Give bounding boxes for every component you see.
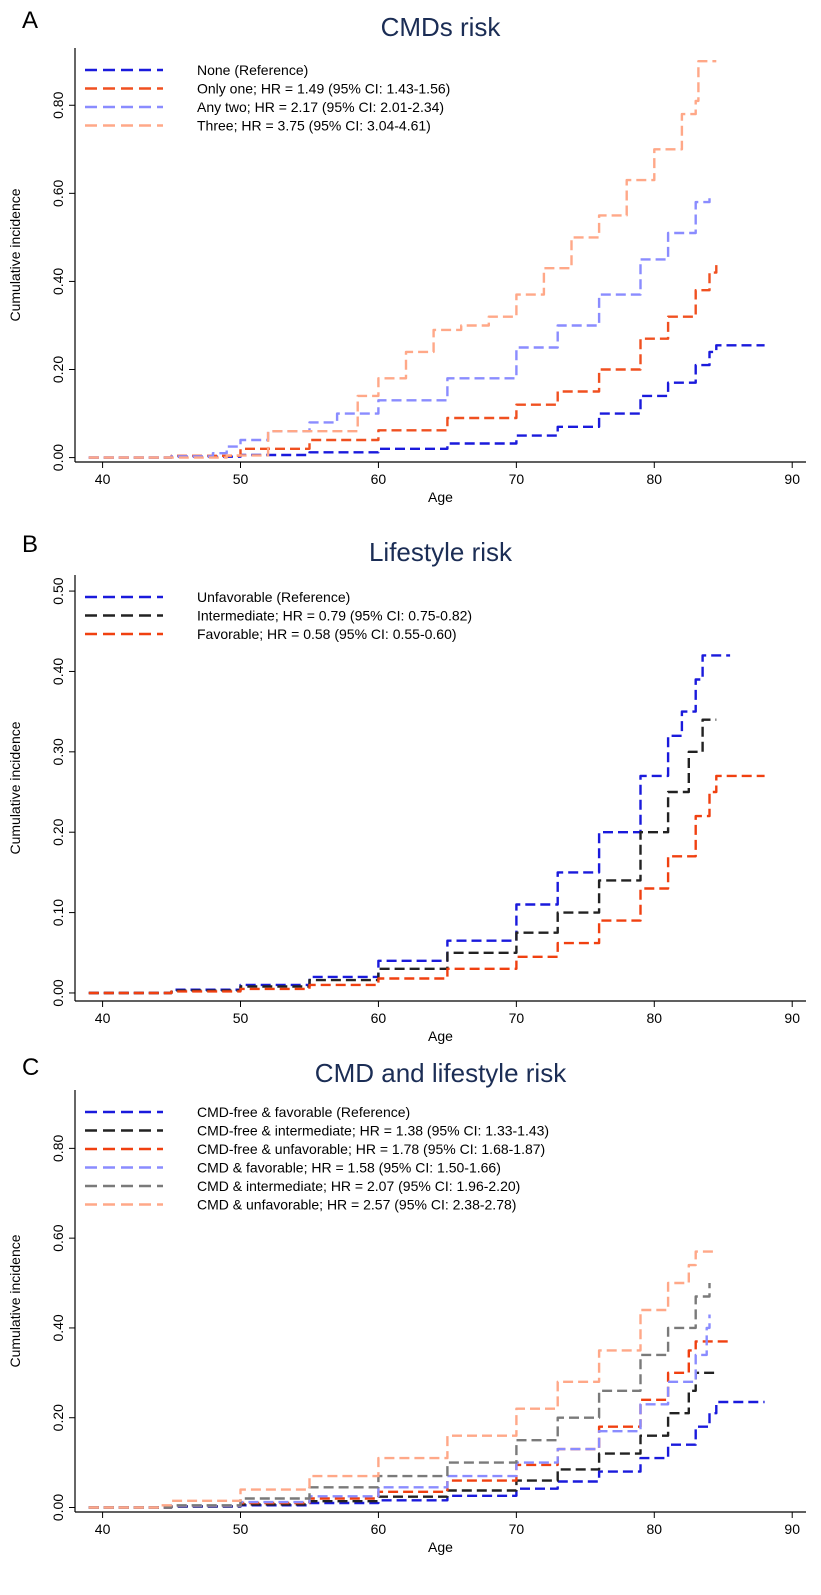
y-tick-label: 0.30: [50, 738, 66, 765]
series-line-4: [88, 60, 717, 459]
x-tick-label: 90: [784, 1010, 800, 1026]
series-line-3: [88, 1340, 731, 1509]
y-axis-label: Cumulative incidence: [7, 188, 23, 321]
series-line-4: [88, 1314, 711, 1509]
series-line-3: [88, 774, 765, 995]
series-line-1: [88, 344, 765, 459]
legend-label: CMD & intermediate; HR = 2.07 (95% CI: 1…: [197, 1178, 520, 1194]
x-axis-label: Age: [428, 1028, 453, 1044]
x-tick-label: 50: [233, 1521, 249, 1537]
chart-panel-A: A CMDs risk 40 50 60 70 80 90 0.00 0.20 0.40 0.60 0.…: [7, 7, 806, 505]
series-line-2: [88, 718, 717, 995]
legend-label: CMD-free & intermediate; HR = 1.38 (95% …: [197, 1123, 549, 1139]
y-tick-label: 0.50: [50, 577, 66, 604]
y-tick-label: 0.40: [50, 658, 66, 685]
legend: Unfavorable (Reference) Intermediate; HR …: [85, 589, 472, 642]
legend-label: CMD & unfavorable; HR = 2.57 (95% CI: 2.…: [197, 1197, 516, 1213]
y-axis-label: Cumulative incidence: [7, 1234, 23, 1367]
legend-label: Unfavorable (Reference): [197, 589, 350, 605]
legend-label: None (Reference): [197, 62, 308, 78]
x-tick-label: 40: [95, 471, 111, 487]
x-tick-label: 40: [95, 1010, 111, 1026]
series-line-2: [88, 263, 718, 459]
x-tick-label: 60: [371, 471, 387, 487]
legend-label: CMD-free & favorable (Reference): [197, 1104, 410, 1120]
chart-title: CMDs risk: [381, 12, 502, 42]
y-tick-label: 0.60: [50, 1224, 66, 1251]
legend: CMD-free & favorable (Reference) CMD-free…: [85, 1104, 549, 1213]
y-axis-label: Cumulative incidence: [7, 721, 23, 854]
y-tick-label: 0.20: [50, 818, 66, 845]
series-line-5: [88, 1283, 711, 1509]
x-tick-label: 90: [784, 471, 800, 487]
y-tick-label: 0.40: [50, 1314, 66, 1341]
y-tick-label: 0.20: [50, 356, 66, 383]
legend-label: Only one; HR = 1.49 (95% CI: 1.43-1.56): [197, 81, 450, 97]
chart-title: Lifestyle risk: [369, 537, 513, 567]
y-tick-label: 0.00: [50, 1494, 66, 1521]
y-tick-label: 0.80: [50, 91, 66, 118]
y-tick-label: 0.10: [50, 899, 66, 926]
x-tick-label: 90: [784, 1521, 800, 1537]
legend-label: CMD-free & unfavorable; HR = 1.78 (95% C…: [197, 1141, 545, 1157]
series-line-2: [88, 1371, 717, 1509]
chart-title: CMD and lifestyle risk: [315, 1058, 567, 1088]
y-tick-label: 0.00: [50, 444, 66, 471]
y-tick-label: 0.60: [50, 180, 66, 207]
series-line-3: [88, 193, 711, 459]
legend-label: Any two; HR = 2.17 (95% CI: 2.01-2.34): [197, 99, 444, 115]
x-axis-label: Age: [428, 489, 453, 505]
y-tick-label: 0.00: [50, 979, 66, 1006]
y-tick-label: 0.80: [50, 1135, 66, 1162]
y-tick-label: 0.20: [50, 1404, 66, 1431]
series-line-1: [88, 654, 731, 995]
panel-letter: C: [22, 1054, 39, 1081]
chart-panel-B: B Lifestyle risk 40 50 60 70 80 90 0.00 0.10 0.20 0…: [7, 531, 806, 1044]
x-tick-label: 70: [509, 1521, 525, 1537]
x-tick-label: 70: [509, 471, 525, 487]
x-tick-label: 80: [646, 471, 662, 487]
legend-label: Three; HR = 3.75 (95% CI: 3.04-4.61): [197, 118, 431, 134]
x-tick-label: 50: [233, 1010, 249, 1026]
legend-label: Favorable; HR = 0.58 (95% CI: 0.55-0.60): [197, 626, 457, 642]
chart-panel-C: C CMD and lifestyle risk 40 50 60 70 80 90 0.00 0…: [7, 1054, 806, 1555]
y-tick-label: 0.40: [50, 268, 66, 295]
legend-label: CMD & favorable; HR = 1.58 (95% CI: 1.50…: [197, 1160, 501, 1176]
x-tick-label: 80: [646, 1010, 662, 1026]
panel-letter: A: [22, 7, 38, 34]
x-tick-label: 70: [509, 1010, 525, 1026]
x-tick-label: 80: [646, 1521, 662, 1537]
x-tick-label: 60: [371, 1521, 387, 1537]
panel-letter: B: [22, 531, 38, 558]
x-tick-label: 40: [95, 1521, 111, 1537]
series-line-6: [88, 1250, 717, 1509]
x-axis-label: Age: [428, 1539, 453, 1555]
legend: None (Reference) Only one; HR = 1.49 (95%…: [85, 62, 450, 134]
x-tick-label: 50: [233, 471, 249, 487]
legend-label: Intermediate; HR = 0.79 (95% CI: 0.75-0.…: [197, 608, 472, 624]
x-tick-label: 60: [371, 1010, 387, 1026]
